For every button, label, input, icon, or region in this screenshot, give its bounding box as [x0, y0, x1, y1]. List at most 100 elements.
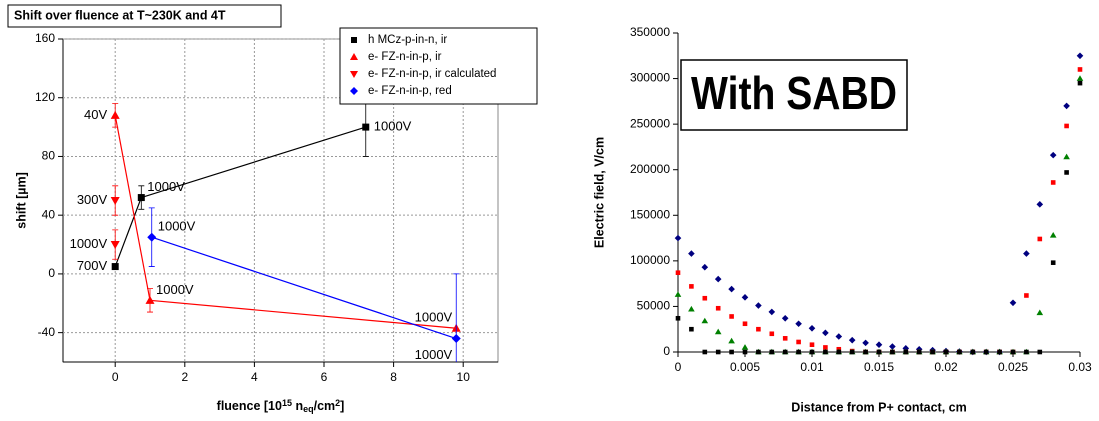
plot-data: [110, 97, 461, 362]
data-point: [688, 305, 695, 312]
y-tick-label: 200000: [630, 162, 670, 176]
data-point: [1023, 250, 1030, 257]
y-tick-label: 350000: [630, 25, 670, 39]
data-point: [1050, 260, 1056, 265]
x-axis-title: fluence [1015 neq/cm2]: [217, 398, 345, 414]
x-tick-label: 8: [390, 370, 397, 384]
data-point: [110, 241, 120, 250]
data-point: [714, 275, 722, 283]
x-tick-label: 0: [112, 370, 119, 384]
legend-marker: [350, 53, 358, 60]
data-point: [889, 343, 896, 350]
data-point: [768, 308, 776, 316]
data-point: [1009, 299, 1017, 307]
data-point: [781, 314, 789, 322]
y-tick-label: 120: [35, 90, 55, 104]
data-point: [362, 123, 370, 131]
data-point: [849, 349, 855, 355]
data-point: [701, 263, 709, 271]
data-point: [930, 349, 935, 355]
x-axis-title-part: 15: [282, 398, 292, 408]
x-tick-label: 0.03: [1068, 360, 1092, 374]
point-label: 1000V: [415, 310, 453, 325]
data-point: [110, 110, 120, 119]
data-point: [675, 270, 681, 276]
data-point: [823, 345, 828, 350]
point-label: 1000V: [156, 282, 194, 297]
data-point: [147, 232, 157, 242]
x-tick-label: 0.005: [730, 360, 760, 374]
data-point: [715, 305, 721, 311]
data-point: [957, 349, 962, 355]
data-point: [729, 349, 734, 355]
y-tick-label: 150000: [630, 207, 670, 221]
x-tick-label: 0.02: [934, 360, 958, 374]
data-point: [997, 349, 1002, 355]
x-tick-label: 10: [457, 370, 471, 384]
data-point: [822, 329, 829, 337]
data-point: [137, 194, 145, 202]
data-point: [836, 349, 842, 355]
point-label: 1000V: [147, 179, 185, 194]
y-tick-label: 160: [35, 31, 55, 45]
x-tick-label: 0.025: [998, 360, 1028, 374]
x-axis-title-part: eq: [303, 404, 314, 414]
data-point: [1064, 123, 1069, 129]
data-point: [1037, 349, 1043, 355]
data-point: [848, 336, 856, 344]
data-point: [916, 349, 922, 355]
chart-title: Shift over fluence at T~230K and 4T: [14, 8, 226, 22]
data-point: [674, 234, 682, 242]
data-point: [702, 295, 708, 301]
point-label: 700V: [77, 258, 108, 273]
legend-label: e- FZ-n-in-p, red: [368, 85, 452, 97]
data-point: [1063, 153, 1070, 160]
x-tick-label: 6: [321, 370, 328, 384]
data-point: [756, 326, 761, 332]
data-point: [702, 349, 708, 355]
data-point: [876, 349, 882, 355]
y-axis-title: Electric field, V/cm: [592, 137, 606, 248]
x-tick-label: 4: [251, 370, 258, 384]
data-point: [1036, 309, 1044, 316]
data-point: [769, 349, 775, 355]
legend-marker: [351, 37, 357, 43]
data-point: [714, 328, 722, 335]
data-point: [701, 317, 709, 324]
data-point: [1036, 201, 1044, 208]
data-point: [1077, 67, 1083, 72]
legend-marker: [350, 87, 358, 95]
y-tick-label: 300000: [630, 71, 670, 85]
data-point: [809, 342, 815, 348]
y-tick-label: 0: [663, 344, 670, 358]
y-axis-title: shift [µm]: [14, 172, 28, 229]
y-tick-label: 50000: [637, 299, 671, 313]
data-point: [1010, 349, 1016, 355]
data-point: [795, 320, 802, 328]
data-point: [728, 285, 735, 293]
data-point: [808, 325, 816, 332]
data-point: [782, 336, 788, 341]
point-label: 40V: [84, 107, 107, 122]
legend-marker: [350, 71, 358, 78]
x-tick-label: 0.01: [800, 360, 824, 374]
data-point: [862, 339, 869, 347]
point-label: 1000V: [374, 119, 412, 134]
point-label: 1000V: [415, 347, 453, 362]
data-point: [1063, 102, 1070, 110]
legend-box: [339, 27, 538, 105]
plot-data: [674, 52, 1084, 356]
annotation: With SABD: [691, 68, 897, 120]
point-label: 1000V: [158, 219, 196, 234]
legend-label: e- FZ-n-in-p, ir calculated: [368, 68, 496, 80]
x-axis-title-part: ]: [340, 399, 344, 413]
data-point: [145, 295, 155, 304]
x-axis-title-part: 2: [335, 398, 340, 408]
data-point: [903, 349, 909, 355]
data-point: [755, 302, 762, 309]
data-point: [983, 349, 989, 355]
data-point: [451, 334, 461, 344]
data-point: [675, 315, 681, 321]
data-point: [742, 349, 748, 355]
